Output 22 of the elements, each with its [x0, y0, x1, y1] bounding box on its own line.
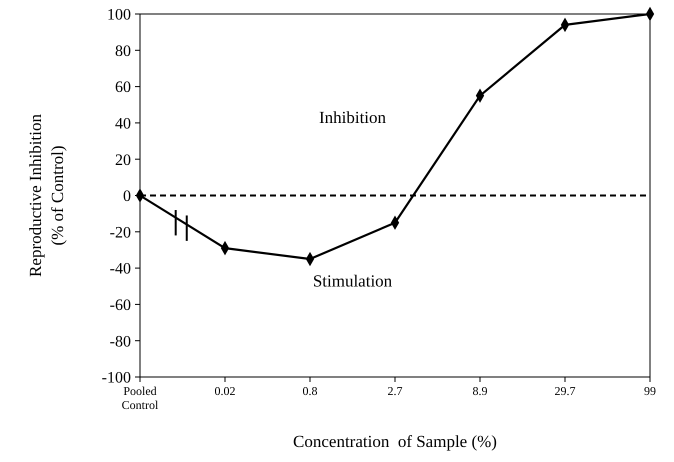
x-tick-label: 29.7: [554, 384, 576, 398]
y-tick-label: 80: [115, 42, 131, 60]
y-tick-label: -60: [110, 297, 131, 314]
y-tick-label: -100: [102, 370, 131, 387]
x-tick-label: Pooled Control: [122, 384, 159, 412]
y-axis-title: Reproductive Inhibition (% of Control): [26, 114, 67, 277]
y-tick-label: 40: [115, 116, 131, 132]
y-tick-label: -40: [110, 260, 131, 278]
y-tick-label: 20: [115, 152, 131, 169]
x-tick-label: 0.8: [302, 384, 318, 398]
y-tick-label: -20: [110, 224, 131, 242]
y-tick-label: -80: [110, 333, 131, 350]
x-tick-label: 8.9: [472, 384, 488, 398]
x-axis-title: Concentration of Sample (%): [293, 432, 497, 451]
x-tick-label: 99: [644, 384, 656, 398]
y-tick-label: 60: [115, 79, 131, 96]
x-tick-label: 2.7: [388, 384, 402, 398]
y-tick-label: 0: [123, 188, 131, 206]
y-tick-label: 100: [107, 6, 131, 24]
x-tick-label: 0.02: [214, 384, 236, 398]
annotation: Inhibition: [318, 108, 387, 127]
annotation: Stimulation: [312, 271, 393, 290]
